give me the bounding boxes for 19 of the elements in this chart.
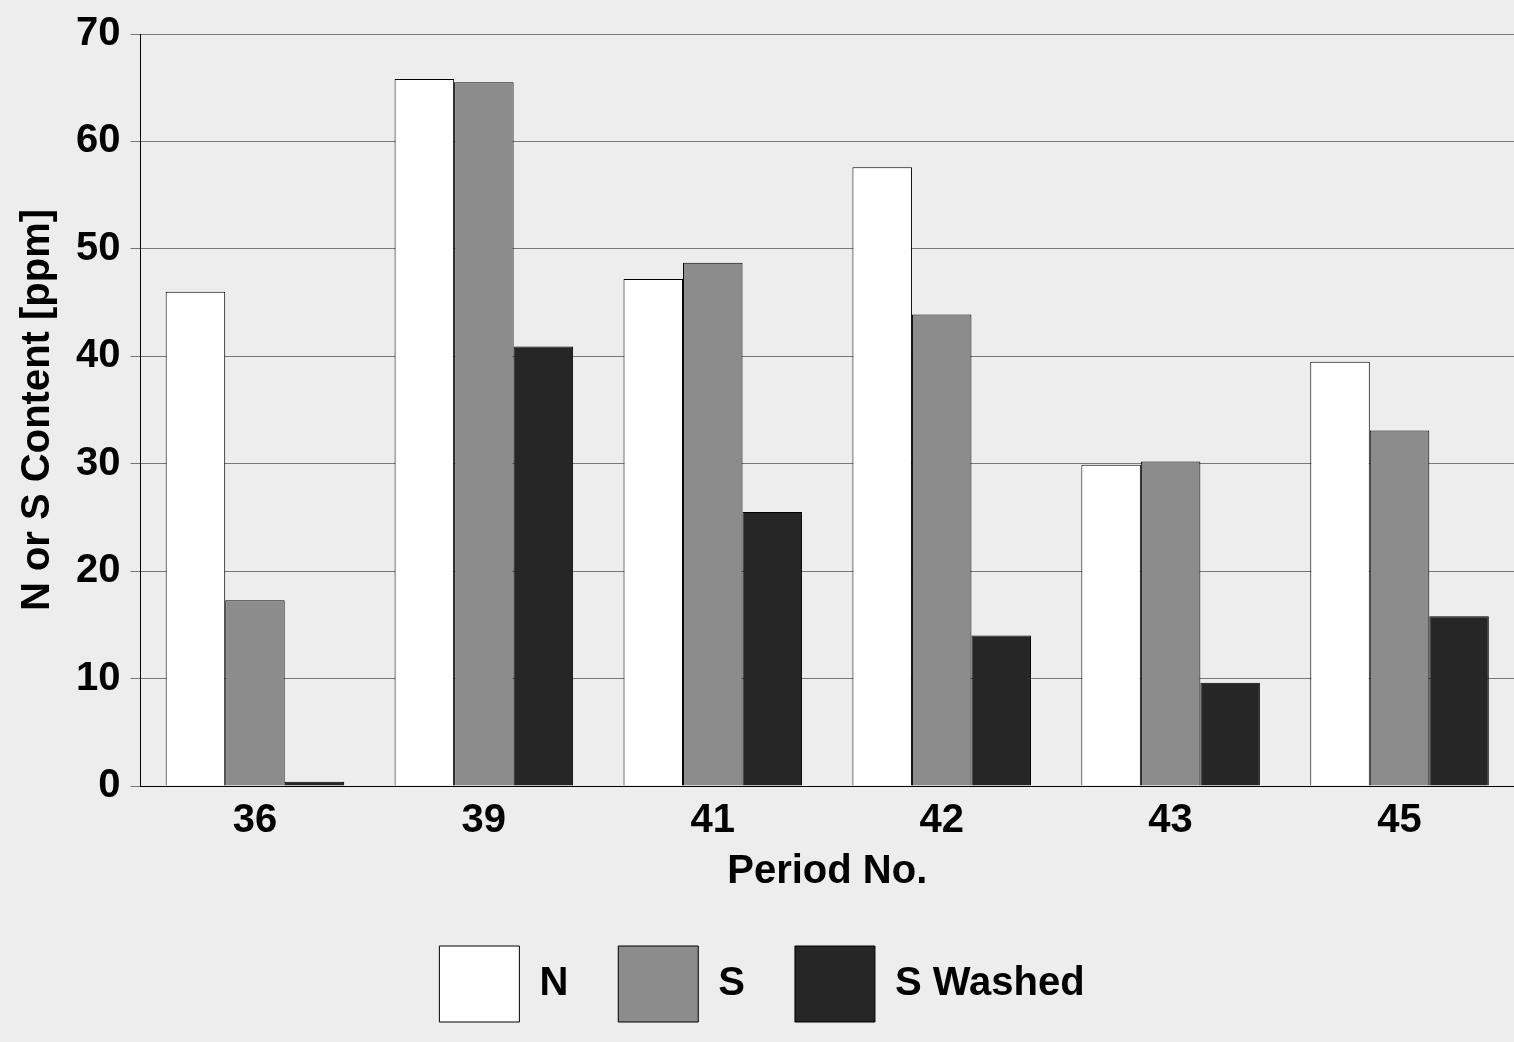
y-tick-label: 40 bbox=[75, 331, 121, 376]
y-tick-label: 70 bbox=[75, 9, 121, 54]
x-tick-label: 45 bbox=[1377, 796, 1422, 841]
y-tick-label: 20 bbox=[75, 546, 121, 591]
x-tick-label: 41 bbox=[690, 796, 736, 841]
legend-label: N bbox=[539, 959, 569, 1004]
legend-label: S Washed bbox=[894, 959, 1085, 1004]
x-tick-label: 43 bbox=[1148, 796, 1193, 841]
y-axis-title: N or S Content [ppm] bbox=[13, 208, 58, 612]
x-tick-label: 36 bbox=[232, 796, 278, 841]
y-tick-label: 0 bbox=[98, 761, 121, 806]
x-axis-title: Period No. bbox=[727, 847, 928, 892]
legend-label: S bbox=[718, 959, 745, 1004]
y-tick-label: 10 bbox=[75, 653, 121, 698]
y-tick-label: 60 bbox=[75, 116, 121, 161]
y-tick-label: 30 bbox=[75, 438, 121, 483]
x-tick-label: 42 bbox=[919, 796, 964, 841]
y-tick-label: 50 bbox=[75, 223, 121, 268]
x-tick-label: 39 bbox=[461, 796, 507, 841]
